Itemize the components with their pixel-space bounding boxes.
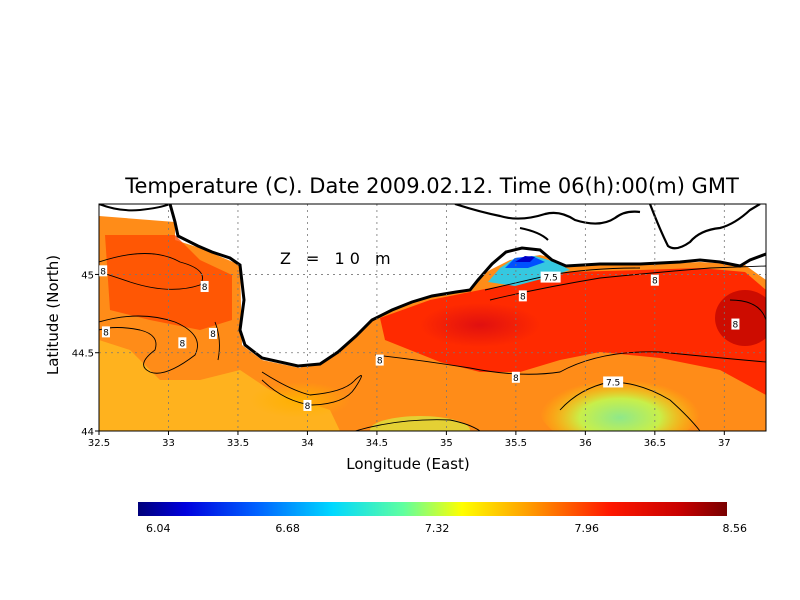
contour-label: 8 [513, 374, 519, 384]
x-tick-label: 36 [579, 438, 592, 449]
x-tick-label: 33 [162, 438, 175, 449]
x-tick-label: 34.5 [366, 438, 388, 449]
colorbar-tick-label: 8.56 [723, 522, 748, 535]
contour-label: 7.5 [543, 274, 557, 284]
colorbar-tick-label: 7.96 [575, 522, 600, 535]
contour-label-bg [99, 265, 108, 277]
depth-label: Z = 10 m [280, 249, 396, 268]
colorbar-tick-label: 7.32 [425, 522, 450, 535]
coastline [168, 204, 766, 368]
contour-label: 8 [652, 277, 658, 287]
colorbar-tick-label: 6.04 [146, 522, 171, 535]
plot-frame [98, 203, 767, 432]
contour-label-bg [603, 376, 624, 388]
x-tick-label: 34 [301, 438, 314, 449]
contour-label: 8 [520, 292, 526, 302]
contour-label-bg [540, 271, 561, 283]
contour-label-bg [200, 280, 209, 292]
contour-label: 8 [100, 267, 106, 277]
contour-label: 7.5 [606, 378, 620, 388]
contour-label-bg [303, 399, 312, 411]
contour-label-bg [208, 327, 217, 339]
contour-label-bg [518, 290, 527, 302]
y-axis-label: Latitude (North) [44, 255, 62, 375]
sea-field-red-core [380, 268, 766, 395]
contour-label-bg [731, 318, 740, 330]
x-axis-label: Longitude (East) [346, 455, 469, 473]
contour-label: 8 [305, 402, 311, 412]
contour-label: 8 [377, 357, 383, 367]
contour-label-bg [511, 371, 520, 383]
contour-label: 8 [210, 330, 216, 340]
colorbar-ticks: 6.04 6.68 7.32 7.96 8.56 [146, 522, 747, 535]
contour-label: 8 [180, 339, 186, 349]
x-tick-label: 33.5 [227, 438, 249, 449]
contour-label-bg [375, 354, 384, 366]
x-tick-label: 35 [440, 438, 453, 449]
land-mask [99, 204, 766, 368]
y-axis-ticks: 44 44.5 45 [72, 270, 99, 438]
colorbar-gradient [138, 502, 727, 516]
x-tick-label: 37 [718, 438, 731, 449]
sea-field-cold-patch [488, 256, 570, 286]
y-tick-label: 45 [81, 270, 94, 281]
y-tick-label: 44 [81, 427, 94, 438]
y-tick-label: 44.5 [72, 349, 94, 360]
crimea-land [170, 204, 766, 366]
contour-label-bg [650, 274, 659, 286]
contour-label: 8 [733, 321, 739, 331]
x-axis-ticks: 32.5 33 33.5 34 34.5 35 35.5 36 36.5 37 [88, 431, 731, 449]
contour-label-bg [101, 326, 110, 338]
x-tick-label: 36.5 [644, 438, 666, 449]
colorbar: 6.04 6.68 7.32 7.96 8.56 [138, 502, 747, 535]
contour-labels: 8 8 8 8 8 8 8 8 8 8 8 7.5 7.5 [99, 265, 740, 412]
grid-lines [99, 204, 766, 431]
x-tick-label: 32.5 [88, 438, 110, 449]
colorbar-tick-label: 6.68 [275, 522, 300, 535]
contour-label: 8 [103, 328, 109, 338]
azov-coastline [454, 204, 761, 250]
contour-label-bg [178, 337, 187, 349]
map-plot-area [99, 204, 766, 431]
chart-title: Temperature (C). Date 2009.02.12. Time 0… [124, 174, 739, 198]
contour-label: 8 [202, 283, 208, 293]
x-tick-label: 35.5 [505, 438, 527, 449]
